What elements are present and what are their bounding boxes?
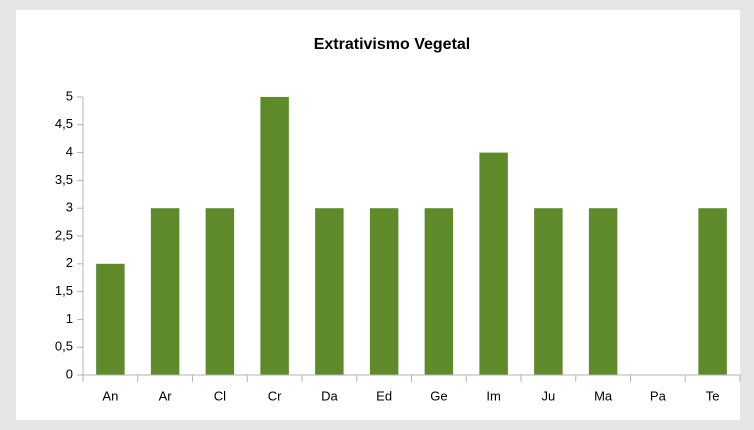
y-tick-label: 0,5: [55, 339, 73, 354]
x-tick-label: An: [102, 388, 118, 403]
y-tick-label: 3,5: [55, 172, 73, 187]
x-tick-label: Da: [321, 388, 338, 403]
y-tick-label: 0: [66, 366, 73, 381]
bar: [260, 97, 289, 375]
x-tick-label: Cr: [268, 388, 282, 403]
x-tick-label: Im: [486, 388, 500, 403]
bar: [315, 208, 344, 375]
y-tick-label: 3: [66, 200, 73, 215]
bar: [150, 208, 180, 375]
bar: [588, 208, 618, 375]
y-tick-label: 5: [66, 88, 73, 103]
bar: [369, 208, 399, 375]
x-tick-label: Te: [706, 388, 720, 403]
bar: [698, 208, 727, 375]
x-tick-label: Ed: [376, 388, 392, 403]
chart-title: Extrativismo Vegetal: [314, 36, 471, 53]
x-tick-label: Ge: [430, 388, 447, 403]
bar: [205, 208, 235, 375]
bar: [534, 208, 563, 375]
x-tick-label: Ju: [542, 388, 556, 403]
bar: [96, 263, 125, 375]
x-tick-label: Cl: [214, 388, 226, 403]
x-tick-label: Ar: [159, 388, 173, 403]
y-tick-label: 2,5: [55, 227, 73, 242]
y-tick-label: 1,5: [55, 283, 73, 298]
x-tick-label: Pa: [650, 388, 667, 403]
bar: [424, 208, 454, 375]
y-tick-label: 4,5: [55, 116, 73, 131]
y-tick-label: 4: [66, 144, 73, 159]
bar: [479, 152, 508, 375]
y-tick-label: 1: [66, 311, 73, 326]
x-tick-label: Ma: [594, 388, 613, 403]
y-tick-label: 2: [66, 255, 73, 270]
